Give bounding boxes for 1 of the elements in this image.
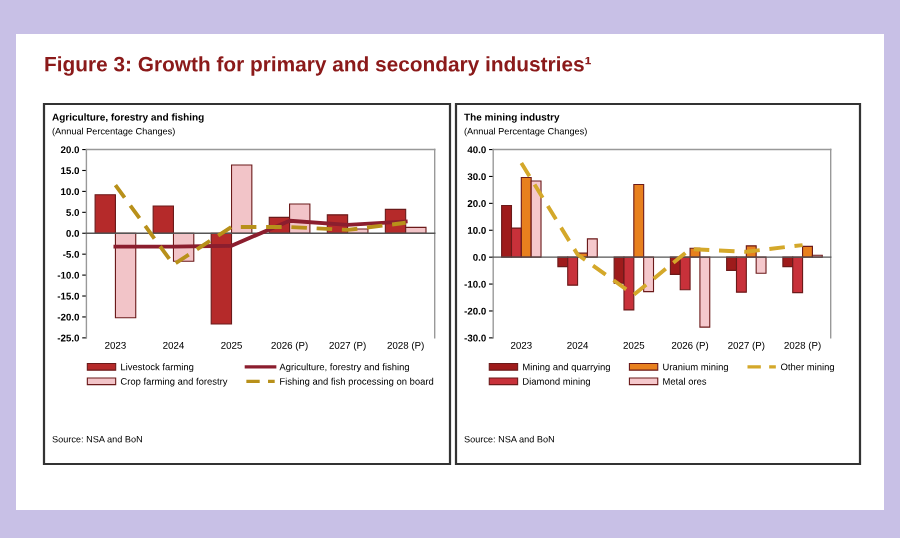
text: Figure 3: Growth for primary and secondary industries¹ bbox=[45, 56, 591, 76]
